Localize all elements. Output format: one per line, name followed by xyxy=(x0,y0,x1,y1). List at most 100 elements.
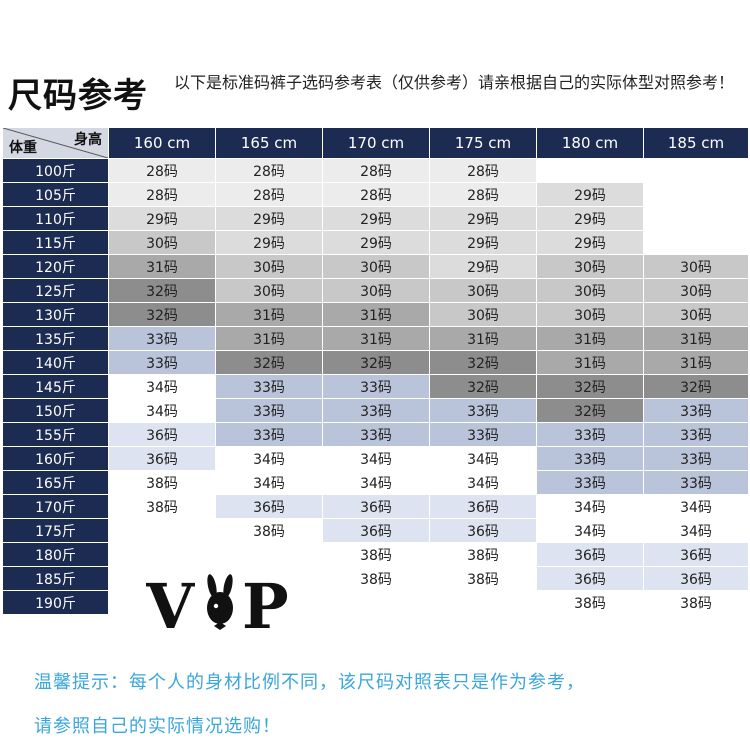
size-cell: 38码 xyxy=(429,566,537,591)
size-cell: 36码 xyxy=(643,566,749,591)
size-cell: 30码 xyxy=(322,278,430,303)
size-cell: 30码 xyxy=(215,254,323,279)
size-cell: 32码 xyxy=(429,350,537,375)
corner-cell: 身高 体重 xyxy=(2,127,109,159)
size-cell: 34码 xyxy=(643,494,749,519)
size-cell: 31码 xyxy=(643,350,749,375)
svg-text:P: P xyxy=(242,572,289,642)
size-cell xyxy=(643,206,749,231)
size-cell: 32码 xyxy=(429,374,537,399)
size-row: 100斤 28码 28码 28码 28码 xyxy=(2,158,749,183)
size-cell: 34码 xyxy=(215,446,323,471)
size-cell: 33码 xyxy=(429,422,537,447)
size-cell: 29码 xyxy=(215,206,323,231)
size-cell: 29码 xyxy=(322,206,430,231)
size-cell: 33码 xyxy=(215,422,323,447)
size-cell: 32码 xyxy=(108,278,216,303)
weight-cell: 170斤 xyxy=(2,494,109,519)
size-cell: 33码 xyxy=(643,470,749,495)
size-cell: 29码 xyxy=(536,206,644,231)
size-cell: 30码 xyxy=(643,302,749,327)
weight-cell: 100斤 xyxy=(2,158,109,183)
size-cell: 30码 xyxy=(429,278,537,303)
size-cell: 30码 xyxy=(643,278,749,303)
header-row: 身高 体重 160 cm 165 cm 170 cm 175 cm 180 cm… xyxy=(2,127,749,159)
size-cell: 36码 xyxy=(536,566,644,591)
weight-label: 体重 xyxy=(9,140,37,156)
corner-diagonal xyxy=(3,128,108,158)
weight-cell: 105斤 xyxy=(2,182,109,207)
size-row: 105斤 28码 28码 28码 28码 29码 xyxy=(2,182,749,207)
height-header: 170 cm xyxy=(322,127,430,159)
size-cell: 33码 xyxy=(536,422,644,447)
size-row: 170斤 38码 36码 36码 36码 34码 34码 xyxy=(2,494,749,519)
weight-cell: 155斤 xyxy=(2,422,109,447)
size-row: 165斤 38码 34码 34码 34码 33码 33码 xyxy=(2,470,749,495)
weight-cell: 115斤 xyxy=(2,230,109,255)
size-row: 140斤 33码 32码 32码 32码 31码 31码 xyxy=(2,350,749,375)
size-cell: 31码 xyxy=(108,254,216,279)
size-cell: 33码 xyxy=(429,398,537,423)
size-cell: 36码 xyxy=(108,422,216,447)
size-cell: 34码 xyxy=(536,494,644,519)
size-cell: 32码 xyxy=(215,350,323,375)
size-cell: 38码 xyxy=(108,494,216,519)
size-cell: 28码 xyxy=(215,158,323,183)
size-row: 145斤 34码 33码 33码 32码 32码 32码 xyxy=(2,374,749,399)
weight-cell: 135斤 xyxy=(2,326,109,351)
weight-cell: 175斤 xyxy=(2,518,109,543)
size-cell: 30码 xyxy=(536,278,644,303)
size-cell: 33码 xyxy=(322,398,430,423)
size-cell: 31码 xyxy=(215,326,323,351)
size-cell: 31码 xyxy=(322,326,430,351)
page-subtitle: 以下是标准码裤子选码参考表（仅供参考）请亲根据自己的实际体型对照参考！ xyxy=(174,73,735,92)
size-cell xyxy=(643,230,749,255)
size-cell: 38码 xyxy=(536,590,644,615)
size-cell xyxy=(108,590,216,615)
size-cell xyxy=(643,182,749,207)
height-label: 身高 xyxy=(74,132,102,148)
size-cell: 36码 xyxy=(108,446,216,471)
size-cell: 29码 xyxy=(429,206,537,231)
size-cell: 33码 xyxy=(215,374,323,399)
size-cell xyxy=(108,518,216,543)
size-cell: 31码 xyxy=(643,326,749,351)
size-cell: 31码 xyxy=(215,302,323,327)
size-cell: 33码 xyxy=(536,470,644,495)
size-row: 110斤 29码 29码 29码 29码 29码 xyxy=(2,206,749,231)
size-cell: 33码 xyxy=(215,398,323,423)
size-cell: 30码 xyxy=(108,230,216,255)
size-cell: 34码 xyxy=(429,446,537,471)
size-cell: 28码 xyxy=(215,182,323,207)
tip-line-2: 请参照自己的实际情况选购！ xyxy=(34,716,281,737)
size-cell: 38码 xyxy=(215,518,323,543)
size-row: 185斤 38码 38码 36码 36码 xyxy=(2,566,749,591)
size-row: 190斤 38码 38码 xyxy=(2,590,749,615)
size-cell xyxy=(108,566,216,591)
size-cell xyxy=(215,542,323,567)
size-row: 125斤 32码 30码 30码 30码 30码 30码 xyxy=(2,278,749,303)
size-cell xyxy=(215,566,323,591)
size-cell: 30码 xyxy=(536,254,644,279)
size-cell: 34码 xyxy=(322,446,430,471)
size-cell xyxy=(215,590,323,615)
height-header: 165 cm xyxy=(215,127,323,159)
size-cell: 32码 xyxy=(536,398,644,423)
size-cell xyxy=(429,590,537,615)
size-cell: 29码 xyxy=(429,254,537,279)
size-cell: 31码 xyxy=(536,350,644,375)
weight-cell: 190斤 xyxy=(2,590,109,615)
size-cell: 34码 xyxy=(108,398,216,423)
page-title: 尺码参考 xyxy=(8,76,148,116)
size-cell: 31码 xyxy=(322,302,430,327)
size-cell: 29码 xyxy=(536,230,644,255)
size-cell: 36码 xyxy=(322,494,430,519)
size-cell: 31码 xyxy=(429,326,537,351)
size-row: 135斤 33码 31码 31码 31码 31码 31码 xyxy=(2,326,749,351)
size-cell: 36码 xyxy=(643,542,749,567)
size-cell: 29码 xyxy=(536,182,644,207)
size-row: 120斤 31码 30码 30码 29码 30码 30码 xyxy=(2,254,749,279)
size-cell: 34码 xyxy=(215,470,323,495)
weight-cell: 125斤 xyxy=(2,278,109,303)
weight-cell: 110斤 xyxy=(2,206,109,231)
